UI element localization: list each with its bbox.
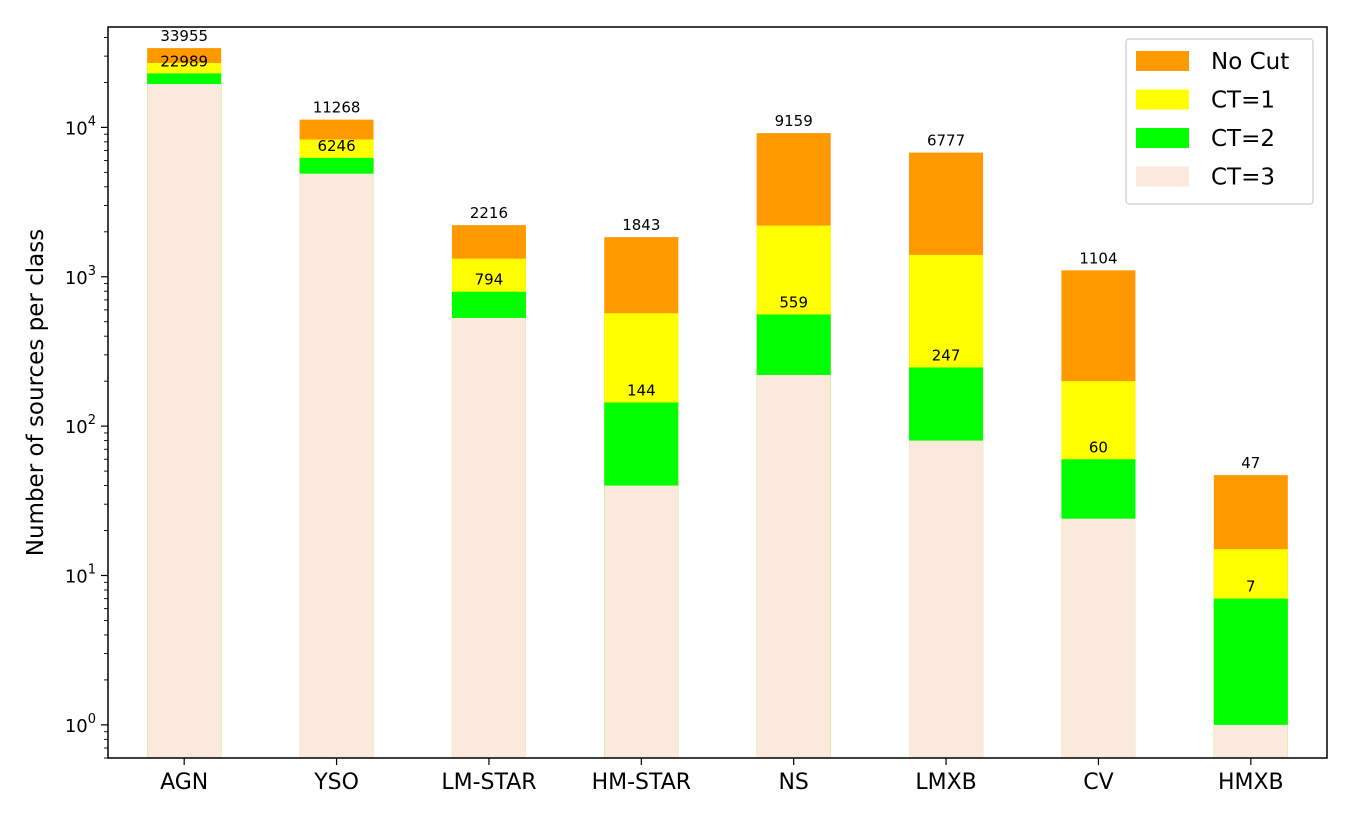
ct2-label: 559 <box>779 293 808 311</box>
bar-ct-3-cv <box>1061 518 1136 758</box>
y-tick-label: 100 <box>65 712 96 737</box>
y-tick-label: 101 <box>65 562 96 587</box>
legend-box <box>1125 38 1314 205</box>
total-label: 6777 <box>927 132 965 150</box>
bars-layer <box>147 48 1288 759</box>
x-axis: AGN YSO LM-STAR HM-STAR NS LMXB CV HMXB <box>160 758 1284 795</box>
y-tick-label: 102 <box>65 413 96 438</box>
x-tick-label: AGN <box>160 770 208 795</box>
total-label: 47 <box>1241 454 1260 472</box>
total-label: 1843 <box>622 216 660 234</box>
x-tick-label: HMXB <box>1218 770 1284 795</box>
y-tick-label: 104 <box>65 114 96 139</box>
total-label: 1104 <box>1079 249 1117 267</box>
data-labels-layer: 33955 11268 2216 1843 9159 6777 1104 47 22989 624… <box>160 27 1260 596</box>
y-tick-label: 103 <box>65 264 96 289</box>
bar-ct-3-agn <box>147 84 222 758</box>
legend-label: No Cut <box>1211 49 1289 75</box>
legend-swatch <box>1136 166 1189 187</box>
x-tick-label: NS <box>778 770 808 795</box>
bar-ct-3-hm-star <box>604 485 679 758</box>
ct2-label: 794 <box>475 271 504 289</box>
ct2-label: 7 <box>1246 578 1256 596</box>
x-tick-label: CV <box>1083 770 1113 795</box>
x-tick-label: LM-STAR <box>441 770 536 795</box>
total-label: 33955 <box>160 27 208 45</box>
y-axis: 100 101 102 103 104 <box>65 37 108 759</box>
ct2-label: 22989 <box>160 52 208 70</box>
legend-swatch <box>1136 128 1189 148</box>
legend-label: CT=2 <box>1211 126 1275 152</box>
legend: No Cut CT=1 CT=2 CT=3 <box>1125 38 1314 205</box>
x-tick-label: HM-STAR <box>592 770 692 795</box>
total-label: 11268 <box>313 99 361 117</box>
ct2-label: 60 <box>1089 438 1108 456</box>
legend-label: CT=3 <box>1211 165 1275 191</box>
plot-frame <box>107 26 1328 759</box>
bar-ct-3-yso <box>299 173 374 758</box>
ct2-label: 247 <box>932 346 961 364</box>
legend-swatch <box>1136 89 1189 110</box>
x-tick-label: YSO <box>313 770 359 795</box>
bar-ct-3-lm-star <box>451 317 526 758</box>
bar-ct-3-ns <box>756 374 831 758</box>
y-axis-label: Number of sources per class <box>23 229 49 556</box>
ct2-label: 6246 <box>317 137 355 155</box>
x-tick-label: LMXB <box>915 770 976 795</box>
bar-ct-3-lmxb <box>909 440 984 758</box>
bar-ct-3-hmxb <box>1213 724 1288 758</box>
ct2-label: 144 <box>627 381 656 399</box>
total-label: 2216 <box>470 204 508 222</box>
legend-label: CT=1 <box>1211 88 1275 114</box>
legend-swatch <box>1136 51 1189 71</box>
total-label: 9159 <box>775 112 813 130</box>
